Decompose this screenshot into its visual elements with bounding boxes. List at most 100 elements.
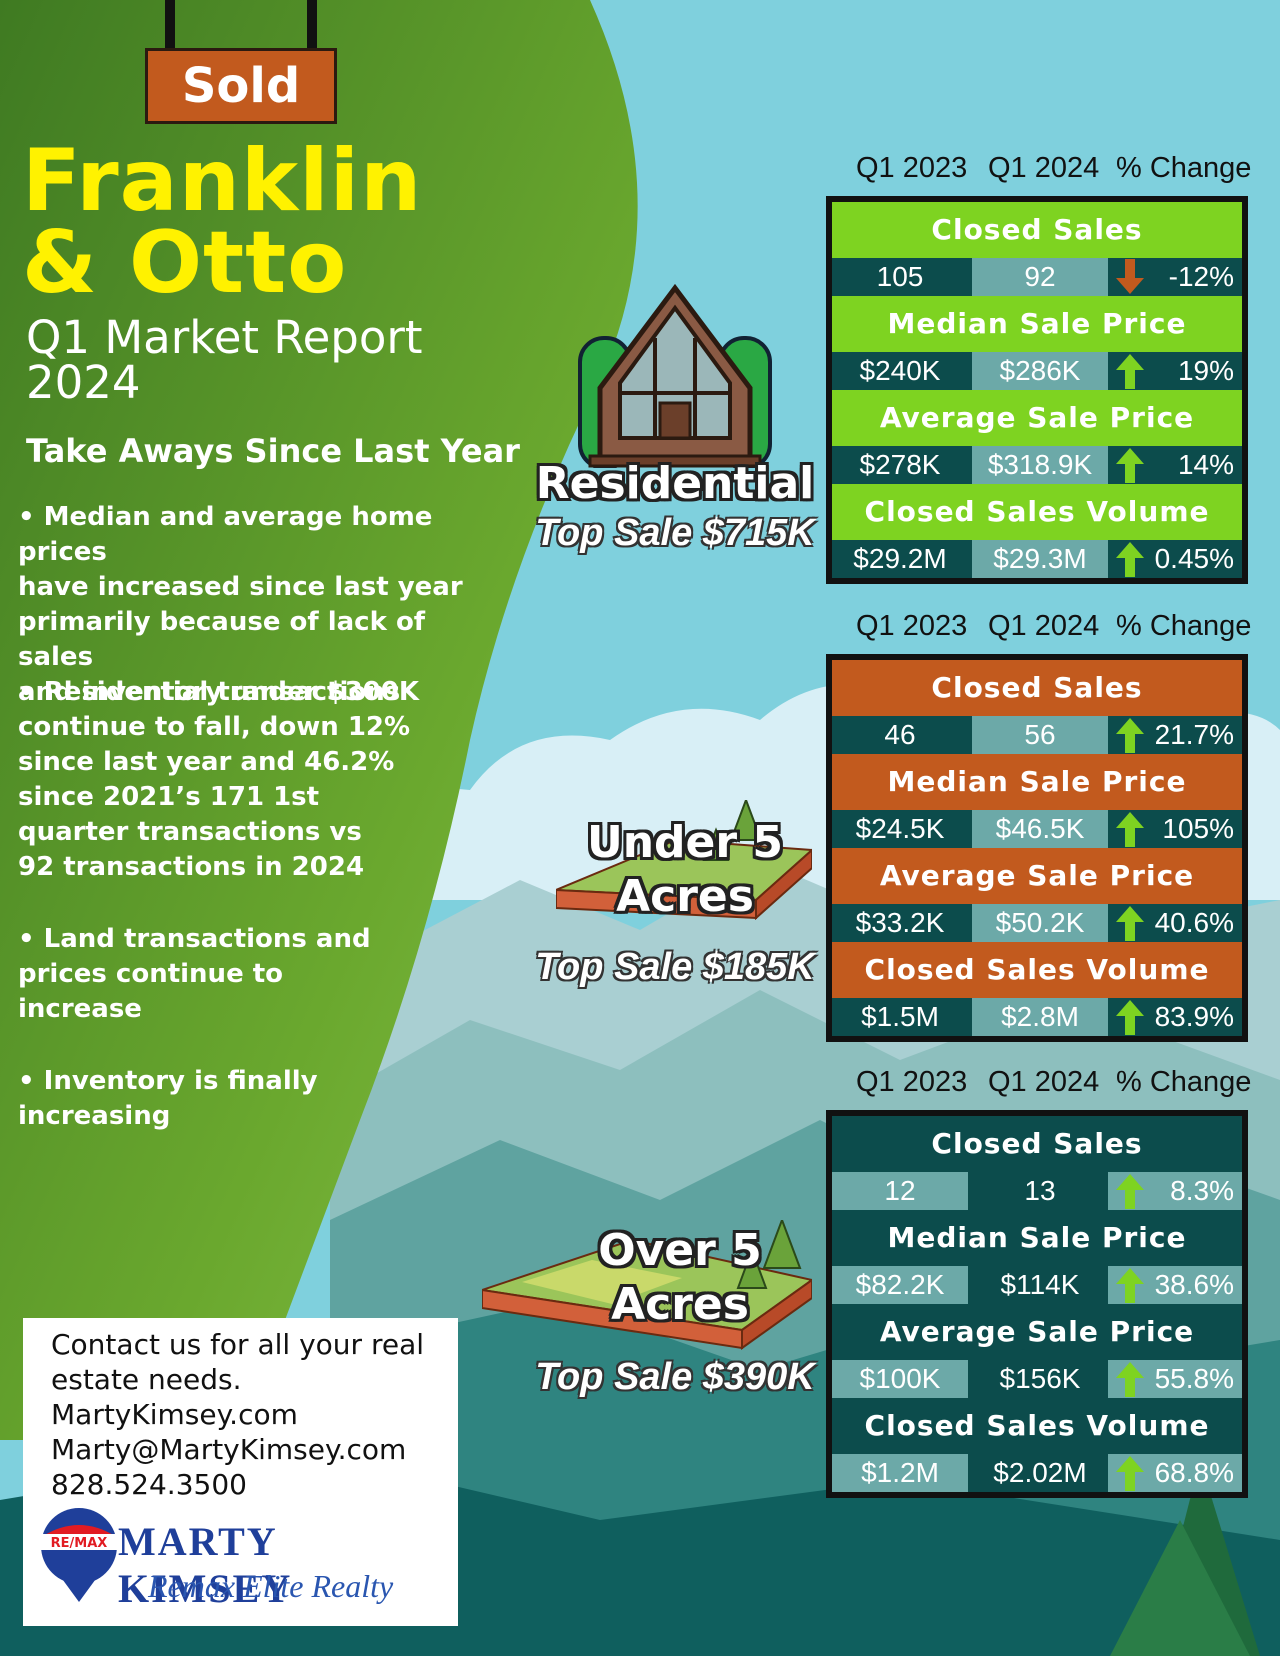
under-5-acres-plot-illustration xyxy=(556,800,812,920)
residential-top-sale: Top Sale $715K xyxy=(535,512,815,554)
arrow-up-icon xyxy=(1116,448,1144,483)
cell-q1-2023: $278K xyxy=(832,446,968,484)
takeaway-line: increase xyxy=(18,994,142,1024)
cell-change: 14% xyxy=(1108,446,1242,484)
contact-line: MartyKimsey.com xyxy=(51,1398,298,1431)
remax-logo-text: RE/MAX xyxy=(51,1536,108,1551)
column-header-q1-2024: Q1 2024 xyxy=(988,610,1100,642)
takeaway-line: continue to fall, down 12% xyxy=(18,712,411,742)
under5-stats-table: Closed Sales 46 56 21.7% Median Sale Price $2… xyxy=(826,654,1248,1042)
contact-line: Contact us for all your real xyxy=(51,1328,425,1361)
metric-header: Closed Sales xyxy=(832,202,1242,258)
brand-subtitle: Remax Elite Realty xyxy=(148,1568,394,1604)
cell-change: 21.7% xyxy=(1108,716,1242,754)
cell-q1-2024: $156K xyxy=(972,1360,1108,1398)
column-header-change: % Change xyxy=(1116,610,1252,642)
takeaway-bullet: • Land transactions and prices continue t… xyxy=(18,922,508,1027)
column-header-q1-2023: Q1 2023 xyxy=(856,1066,968,1098)
cell-q1-2023: 12 xyxy=(832,1172,968,1210)
column-header-change: % Change xyxy=(1116,1066,1252,1098)
change-value: 68.8% xyxy=(1154,1457,1234,1488)
cell-q1-2023: $1.2M xyxy=(832,1454,968,1492)
takeaway-line: since 2021’s 171 1st xyxy=(18,782,320,812)
brand-name: MARTY KIMSEY xyxy=(118,1519,293,1611)
cell-q1-2023: 105 xyxy=(832,258,968,296)
sold-sign: Sold xyxy=(145,48,337,124)
metric-header: Closed Sales Volume xyxy=(832,942,1242,998)
sign-post-right xyxy=(307,0,317,52)
takeaway-line: increasing xyxy=(18,1101,171,1131)
column-header-q1-2023: Q1 2023 xyxy=(856,610,968,642)
arrow-up-icon xyxy=(1116,812,1144,847)
arrow-up-icon xyxy=(1116,1362,1144,1397)
takeaway-bullet: • Residential transactions continue to fa… xyxy=(18,675,508,885)
contact-box: Contact us for all your real estate needs… xyxy=(23,1318,458,1626)
cell-q1-2023: $24.5K xyxy=(832,810,968,848)
arrow-up-icon xyxy=(1116,1000,1144,1035)
over-5-acres-label-line-1: Over 5 xyxy=(598,1225,762,1276)
takeaway-bullet: • Median and average home prices have inc… xyxy=(18,500,508,710)
cell-q1-2024: $318.9K xyxy=(972,446,1108,484)
cell-change: 8.3% xyxy=(1108,1172,1242,1210)
cell-change: 55.8% xyxy=(1108,1360,1242,1398)
column-header-change: % Change xyxy=(1116,152,1252,184)
column-header-q1-2023: Q1 2023 xyxy=(856,152,968,184)
under-5-acres-label-line-1: Under 5 xyxy=(586,817,784,868)
cell-q1-2024: 56 xyxy=(972,716,1108,754)
arrow-up-icon xyxy=(1116,718,1144,753)
residential-label: Residential xyxy=(535,458,815,509)
metric-header: Median Sale Price xyxy=(832,1210,1242,1266)
arrow-up-icon xyxy=(1116,542,1144,577)
cell-q1-2023: $33.2K xyxy=(832,904,968,942)
arrow-up-icon xyxy=(1116,1174,1144,1209)
residential-stats-table: Closed Sales 105 92 -12% Median Sale Price $2… xyxy=(826,196,1248,584)
arrow-up-icon xyxy=(1116,354,1144,389)
subtitle-line-1: Q1 Market Report xyxy=(26,311,423,364)
takeaway-line: • Residential transactions xyxy=(18,677,401,707)
contact-line: 828.524.3500 xyxy=(51,1468,247,1501)
change-value: 21.7% xyxy=(1154,719,1234,750)
takeaway-line: have increased since last year xyxy=(18,572,463,602)
over-5-acres-top-sale: Top Sale $390K xyxy=(535,1356,815,1398)
change-value: 19% xyxy=(1177,355,1234,386)
arrow-up-icon xyxy=(1116,1456,1144,1491)
takeaway-line: • Median and average home prices xyxy=(18,502,433,567)
change-value: 38.6% xyxy=(1154,1269,1234,1300)
metric-header: Average Sale Price xyxy=(832,390,1242,446)
cell-change: 68.8% xyxy=(1108,1454,1242,1492)
change-value: -12% xyxy=(1168,261,1234,292)
cell-q1-2023: 46 xyxy=(832,716,968,754)
cell-q1-2024: 13 xyxy=(972,1172,1108,1210)
metric-header: Average Sale Price xyxy=(832,1304,1242,1360)
metric-header: Closed Sales Volume xyxy=(832,484,1242,540)
cell-q1-2023: $29.2M xyxy=(832,540,968,578)
cell-q1-2024: $2.02M xyxy=(972,1454,1108,1492)
column-header-q1-2024: Q1 2024 xyxy=(988,1066,1100,1098)
change-value: 14% xyxy=(1177,449,1234,480)
cell-q1-2023: $240K xyxy=(832,352,968,390)
cell-q1-2023: $1.5M xyxy=(832,998,968,1036)
cell-change: -12% xyxy=(1108,258,1242,296)
takeaway-line: quarter transactions vs xyxy=(18,817,362,847)
over-5-acres-plot-illustration xyxy=(482,1220,812,1350)
metric-header: Closed Sales xyxy=(832,1116,1242,1172)
under-5-acres-label-line-2: Acres xyxy=(616,871,754,922)
arrow-up-icon xyxy=(1116,906,1144,941)
arrow-up-icon xyxy=(1116,1268,1144,1303)
cell-q1-2024: $50.2K xyxy=(972,904,1108,942)
remax-balloon-logo: RE/MAX xyxy=(41,1508,117,1602)
takeaway-line: 92 transactions in 2024 xyxy=(18,852,365,882)
cell-q1-2024: $46.5K xyxy=(972,810,1108,848)
change-value: 55.8% xyxy=(1154,1363,1234,1394)
cell-q1-2024: $286K xyxy=(972,352,1108,390)
cell-change: 19% xyxy=(1108,352,1242,390)
cell-change: 40.6% xyxy=(1108,904,1242,942)
cell-q1-2024: $114K xyxy=(972,1266,1108,1304)
cell-change: 83.9% xyxy=(1108,998,1242,1036)
change-value: 40.6% xyxy=(1154,907,1234,938)
change-value: 0.45% xyxy=(1154,543,1234,574)
contact-line: estate needs. xyxy=(51,1363,242,1396)
takeaway-line: prices continue to xyxy=(18,959,284,989)
contact-line: Marty@MartyKimsey.com xyxy=(51,1433,407,1466)
metric-header: Median Sale Price xyxy=(832,754,1242,810)
